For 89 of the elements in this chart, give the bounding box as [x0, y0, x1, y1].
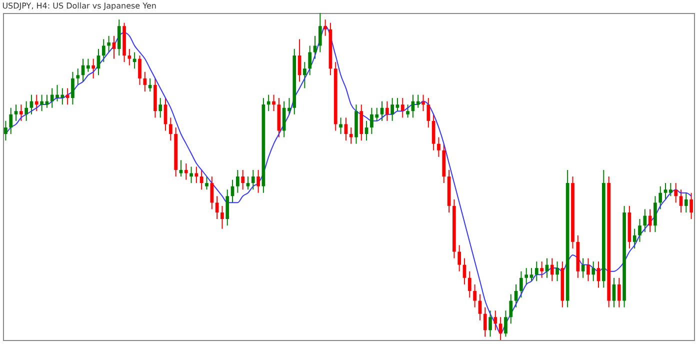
candlestick [658, 186, 662, 210]
candlestick [14, 104, 18, 122]
candlestick [40, 94, 44, 112]
candlestick [679, 189, 683, 213]
candlestick [194, 166, 198, 184]
candlestick [416, 94, 420, 108]
candlestick [308, 45, 312, 76]
candlestick [303, 62, 306, 89]
candlestick [690, 192, 693, 220]
candlestick [617, 277, 621, 308]
candlestick [86, 58, 90, 72]
candlestick [339, 117, 342, 134]
candlestick [102, 38, 106, 63]
candlestick [432, 114, 436, 151]
candlestick [458, 244, 462, 272]
candlestick [612, 277, 616, 308]
candlestick [530, 268, 534, 282]
candlestick [592, 261, 596, 282]
candlestick [514, 284, 518, 308]
candlestick [520, 270, 523, 298]
candlestick [494, 310, 498, 331]
candlestick [524, 268, 528, 285]
candlestick [664, 182, 668, 200]
candlestick [498, 316, 502, 340]
candlestick [71, 71, 74, 106]
candlestick [205, 176, 208, 190]
candlestick [385, 100, 389, 122]
candlestick [483, 306, 487, 338]
candlestick [34, 94, 38, 112]
candlestick [632, 228, 636, 249]
candlestick [488, 310, 492, 338]
candlestick [128, 48, 132, 66]
candlestick [215, 196, 219, 220]
candlestick [349, 126, 353, 144]
candlestick [288, 98, 291, 115]
candlestick [19, 104, 23, 122]
candlestick [251, 169, 255, 190]
candlestick [638, 218, 642, 242]
candlestick [648, 208, 652, 233]
candlestick [220, 205, 224, 230]
candlestick [643, 208, 647, 233]
candlestick [396, 98, 400, 112]
candlestick [540, 261, 544, 278]
candlestick [76, 68, 80, 86]
candlestick [437, 136, 440, 158]
candlestick [318, 12, 322, 53]
candlestick [143, 71, 147, 92]
candlestick [4, 120, 8, 142]
candlestick [426, 98, 430, 128]
candlestick [400, 98, 404, 118]
candlestick [190, 166, 193, 184]
candlestick [117, 19, 121, 56]
candlestick [158, 98, 162, 118]
candlestick [132, 52, 136, 70]
candlestick [241, 169, 244, 190]
candlestick [324, 19, 327, 36]
candlestick [534, 261, 538, 282]
candlestick [210, 176, 214, 210]
candlestick [422, 94, 425, 112]
candlestick [236, 169, 240, 194]
candlestick [9, 107, 13, 134]
candlestick [138, 55, 142, 86]
candlestick [256, 169, 260, 194]
candlestick [226, 189, 230, 226]
candlestick [674, 182, 678, 204]
candlestick [184, 162, 188, 180]
candlestick [266, 94, 270, 112]
candlestick [92, 58, 96, 79]
candlestick [473, 284, 476, 308]
candlestick [344, 117, 348, 142]
candlestick [24, 100, 28, 122]
candlestick [200, 169, 204, 190]
candlestick [406, 104, 410, 118]
candlestick [168, 117, 172, 142]
candlestick [107, 35, 110, 53]
candlestick [556, 261, 559, 282]
candlestick [246, 176, 250, 190]
candlestick [586, 258, 590, 282]
candlestick [654, 196, 657, 233]
candlestick [390, 98, 394, 122]
candlestick [468, 270, 472, 298]
candlestick [272, 94, 276, 112]
chart-title: USDJPY, H4: US Dollar vs Japanese Yen [2, 2, 156, 10]
candlestick [684, 192, 688, 213]
candlestick [509, 294, 513, 324]
candlestick [360, 104, 364, 142]
candlestick [669, 182, 672, 197]
candlestick [550, 258, 554, 282]
candlestick [504, 310, 508, 338]
